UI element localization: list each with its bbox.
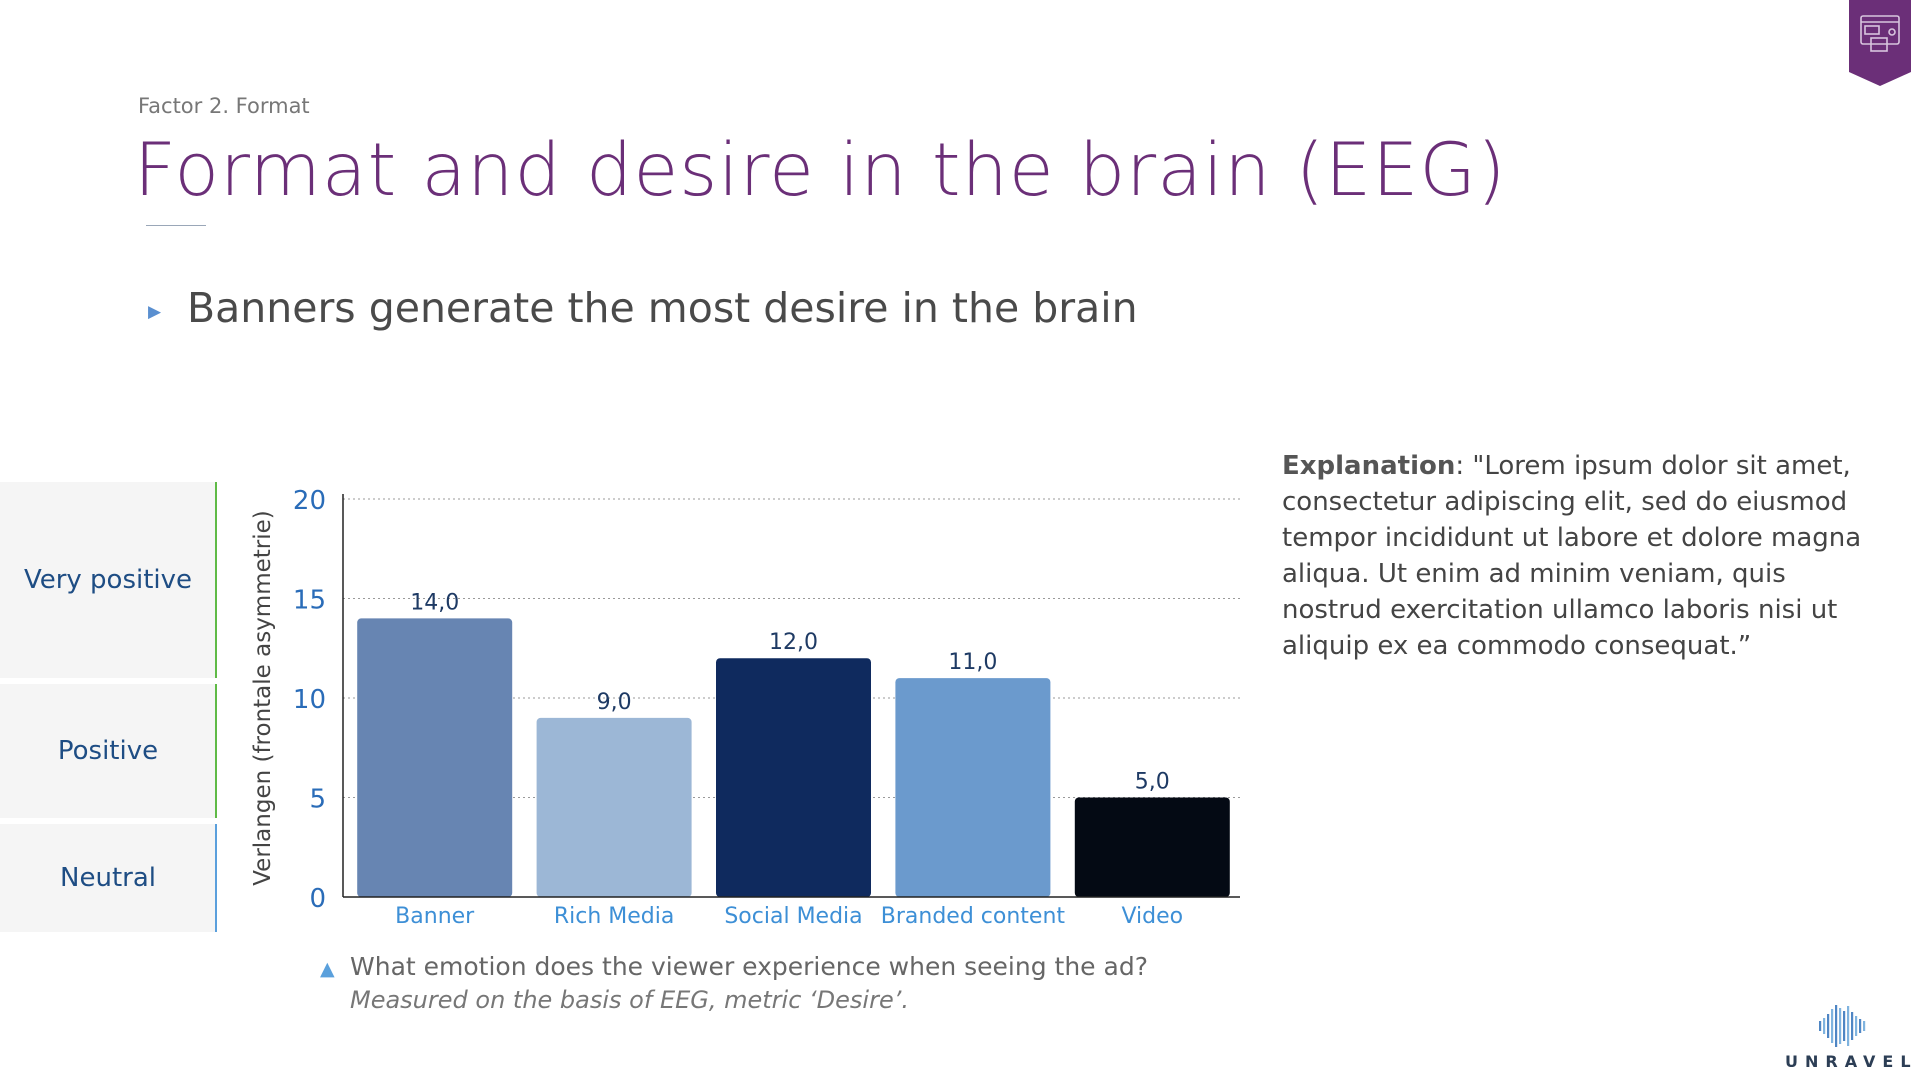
layout-template-icon: [1849, 0, 1911, 86]
bar-chart: 0 5 10 15 20 14,0 Banner 9,0 Rich Media 12,0 Socia…: [250, 486, 1240, 929]
x-category-label: Video: [1121, 904, 1183, 929]
soundwave-icon: [1817, 1003, 1869, 1049]
key-finding: Banners generate the most desire in the …: [187, 284, 1138, 332]
logo-wave-bar: [1827, 1014, 1830, 1038]
x-category-label: Branded content: [881, 904, 1066, 929]
bar-banner: [357, 618, 513, 897]
measurement-note: Measured on the basis of EEG, metric ‘De…: [350, 986, 909, 1014]
data-label: 9,0: [597, 690, 632, 715]
note-triangle-icon: ▲: [320, 958, 335, 980]
scale-very-positive: Very positive: [0, 482, 216, 678]
breadcrumb: Factor 2. Format: [138, 94, 310, 118]
bar-branded-content: [895, 678, 1051, 897]
logo-wave-bar: [1843, 1011, 1846, 1041]
data-label: 5,0: [1135, 770, 1170, 795]
explanation-paragraph: Explanation: "Lorem ipsum dolor sit amet…: [1282, 448, 1862, 664]
logo-wave-bar: [1851, 1012, 1854, 1040]
logo-wave-bar: [1823, 1018, 1826, 1034]
data-label: 12,0: [769, 630, 818, 655]
bar-video: [1074, 797, 1230, 897]
x-category-label: Social Media: [724, 904, 862, 929]
logo-wave-bar: [1855, 1016, 1858, 1036]
scale-bar-positive: [215, 684, 217, 818]
y-tick-label: 0: [309, 884, 326, 914]
scale-label: Neutral: [60, 863, 156, 893]
logo-wave-bar: [1835, 1005, 1838, 1047]
survey-question: What emotion does the viewer experience …: [350, 952, 1148, 981]
bullet-triangle-icon: ▶: [148, 302, 162, 322]
x-category-label: Rich Media: [554, 904, 675, 929]
x-category-label: Banner: [395, 904, 475, 929]
logo-wave-bar: [1839, 1008, 1842, 1044]
data-label: 14,0: [410, 590, 459, 615]
explanation-text: : "Lorem ipsum dolor sit amet, consectet…: [1282, 451, 1862, 661]
y-tick-label: 15: [293, 586, 326, 616]
logo-wave-bar: [1863, 1021, 1866, 1031]
scale-label: Positive: [57, 736, 159, 766]
y-tick-label: 10: [293, 685, 326, 715]
logo-wave-bar: [1859, 1019, 1862, 1033]
scale-bar-very-positive: [215, 482, 217, 678]
page-title: Format and desire in the brain (EEG): [134, 128, 1507, 213]
scale-neutral: Neutral: [0, 824, 216, 932]
explanation-label: Explanation: [1282, 451, 1456, 481]
logo-wave-bar: [1819, 1021, 1822, 1031]
scale-bar-neutral: [215, 824, 217, 932]
title-divider: [146, 225, 206, 226]
scale-label: Very positive: [23, 565, 193, 595]
logo-wave-bar: [1831, 1009, 1834, 1043]
data-label: 11,0: [948, 650, 997, 675]
y-tick-label: 20: [293, 486, 326, 516]
bar-rich-media: [536, 717, 692, 897]
y-tick-label: 5: [309, 785, 326, 815]
y-axis-title: Verlangen (frontale asymmetrie): [250, 510, 276, 886]
scale-positive: Positive: [0, 684, 216, 818]
bar-social-media: [716, 658, 871, 897]
brand-logo-text: UNRAVEL: [1785, 1052, 1918, 1071]
logo-wave-bar: [1847, 1006, 1850, 1046]
